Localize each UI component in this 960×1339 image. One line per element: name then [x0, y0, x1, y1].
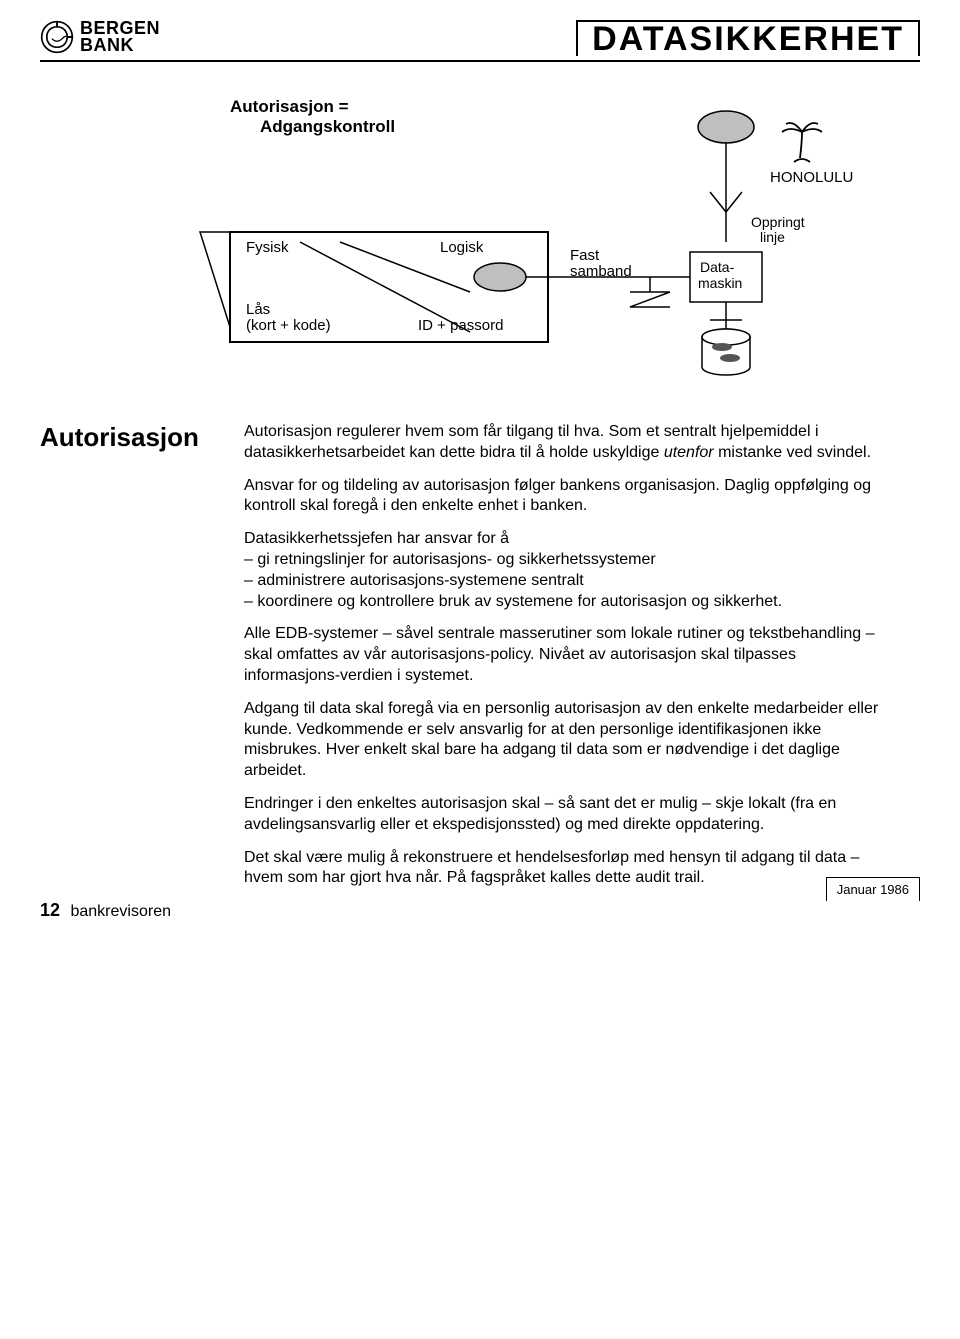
page-footer: 12 bankrevisoren: [40, 900, 171, 921]
fysisk-label: Fysisk: [246, 239, 289, 256]
paragraph-4: Alle EDB-systemer – såvel sentrale masse…: [244, 624, 880, 686]
list-item: – administrere autorisasjons-systemene s…: [244, 571, 880, 592]
header-bar: BERGEN BANK DATASIKKERHET: [40, 20, 920, 62]
satellite-icon: [698, 111, 754, 242]
fast-label-2: samband: [570, 263, 632, 280]
las-label-1: Lås: [246, 301, 270, 318]
p1-italic: utenfor: [664, 444, 714, 461]
fast-label-1: Fast: [570, 247, 600, 264]
data-label-2: maskin: [698, 275, 742, 291]
palm-icon: [782, 123, 822, 162]
oppringt-label-1: Oppringt: [751, 214, 805, 230]
paragraph-6: Endringer i den enkeltes autorisasjon sk…: [244, 794, 880, 836]
bank-name: BERGEN BANK: [80, 20, 160, 54]
p1-c: mistanke ved svindel.: [714, 444, 871, 461]
diagram-heading-line1: Autorisasjon =: [230, 97, 349, 116]
id-passord-label: ID + passord: [418, 317, 503, 334]
list-item: – gi retningslinjer for autorisasjons- o…: [244, 550, 880, 571]
paragraph-2: Ansvar for og tildeling av autorisasjon …: [244, 476, 880, 518]
las-label-2: (kort + kode): [246, 317, 331, 334]
main-content: Autorisasjon Autorisasjon regulerer hvem…: [40, 422, 920, 901]
list-item: – koordinere og kontrollere bruk av syst…: [244, 592, 880, 613]
page: BERGEN BANK DATASIKKERHET Autorisasjon =…: [0, 0, 960, 941]
paragraph-5: Adgang til data skal foregå via en perso…: [244, 699, 880, 782]
bank-logo-icon: [40, 20, 74, 54]
paragraph-7: Det skal være mulig å rekonstruere et he…: [244, 848, 880, 890]
logisk-label: Logisk: [440, 239, 484, 256]
diagram-heading-line2: Adgangskontroll: [260, 117, 395, 136]
database-icon: [702, 329, 750, 375]
responsibility-list: – gi retningslinjer for autorisasjons- o…: [244, 550, 880, 612]
data-label-1: Data-: [700, 259, 735, 275]
body-text: Autorisasjon regulerer hvem som får tilg…: [244, 422, 920, 901]
page-title: DATASIKKERHET: [576, 20, 920, 56]
page-number: 12: [40, 900, 60, 920]
date-box: Januar 1986: [826, 877, 920, 901]
oppringt-label-2: linje: [760, 229, 785, 245]
authorization-diagram: Autorisasjon = Adgangskontroll HONOLULU …: [170, 92, 920, 392]
section-heading: Autorisasjon: [40, 422, 220, 901]
publication-name: bankrevisoren: [70, 903, 171, 920]
paragraph-3-lead: Datasikkerhetssjefen har ansvar for å: [244, 529, 880, 550]
honolulu-label: HONOLULU: [770, 169, 853, 186]
bank-name-line2: BANK: [80, 37, 160, 54]
bank-logo-block: BERGEN BANK: [40, 20, 160, 54]
